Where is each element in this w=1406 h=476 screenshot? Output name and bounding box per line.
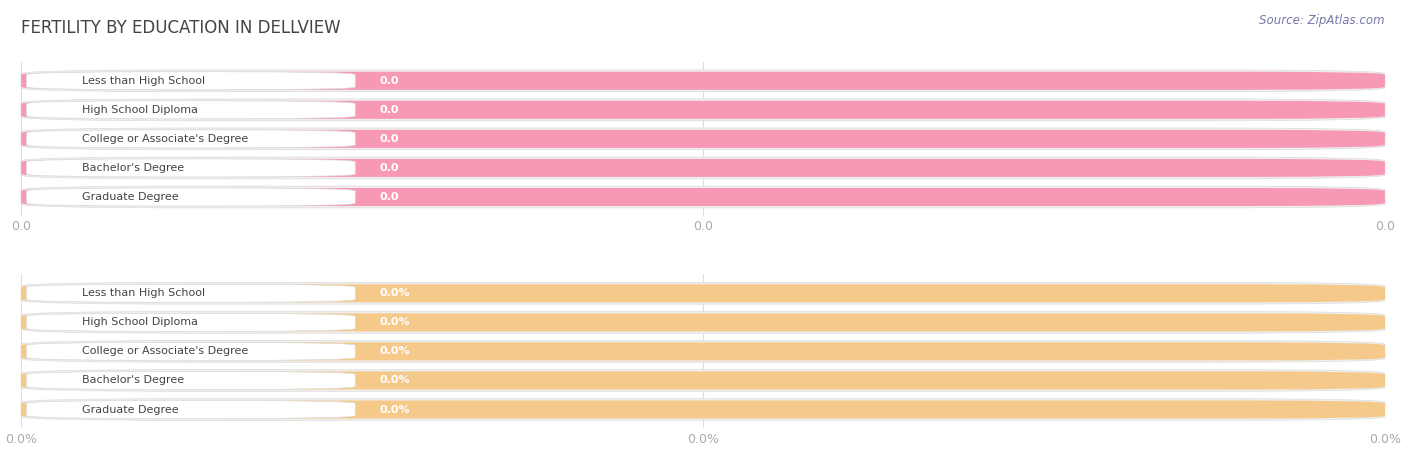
FancyBboxPatch shape bbox=[21, 70, 1385, 92]
Text: Bachelor's Degree: Bachelor's Degree bbox=[82, 376, 184, 386]
Text: 0.0: 0.0 bbox=[380, 192, 399, 202]
Text: Graduate Degree: Graduate Degree bbox=[82, 192, 179, 202]
FancyBboxPatch shape bbox=[21, 128, 1385, 150]
FancyBboxPatch shape bbox=[21, 101, 1385, 119]
FancyBboxPatch shape bbox=[21, 342, 1385, 360]
Text: 0.0: 0.0 bbox=[380, 105, 399, 115]
FancyBboxPatch shape bbox=[21, 313, 1385, 331]
FancyBboxPatch shape bbox=[27, 284, 356, 302]
Text: FERTILITY BY EDUCATION IN DELLVIEW: FERTILITY BY EDUCATION IN DELLVIEW bbox=[21, 19, 340, 37]
FancyBboxPatch shape bbox=[21, 157, 1385, 179]
Text: High School Diploma: High School Diploma bbox=[82, 105, 198, 115]
Text: Less than High School: Less than High School bbox=[82, 76, 205, 86]
FancyBboxPatch shape bbox=[21, 371, 1385, 389]
FancyBboxPatch shape bbox=[21, 400, 1385, 418]
FancyBboxPatch shape bbox=[27, 159, 356, 177]
FancyBboxPatch shape bbox=[27, 400, 356, 418]
FancyBboxPatch shape bbox=[21, 159, 1385, 177]
FancyBboxPatch shape bbox=[27, 188, 356, 206]
FancyBboxPatch shape bbox=[21, 311, 1385, 333]
FancyBboxPatch shape bbox=[21, 284, 1385, 302]
FancyBboxPatch shape bbox=[21, 130, 1385, 148]
Text: Less than High School: Less than High School bbox=[82, 288, 205, 298]
FancyBboxPatch shape bbox=[27, 371, 356, 389]
Text: 0.0: 0.0 bbox=[380, 134, 399, 144]
FancyBboxPatch shape bbox=[21, 282, 1385, 304]
FancyBboxPatch shape bbox=[27, 72, 356, 90]
Text: Source: ZipAtlas.com: Source: ZipAtlas.com bbox=[1260, 14, 1385, 27]
Text: 0.0%: 0.0% bbox=[380, 405, 411, 415]
Text: 0.0: 0.0 bbox=[380, 76, 399, 86]
FancyBboxPatch shape bbox=[21, 186, 1385, 208]
FancyBboxPatch shape bbox=[21, 369, 1385, 391]
Text: 0.0%: 0.0% bbox=[380, 347, 411, 357]
FancyBboxPatch shape bbox=[21, 340, 1385, 362]
FancyBboxPatch shape bbox=[27, 101, 356, 119]
Text: 0.0%: 0.0% bbox=[380, 376, 411, 386]
FancyBboxPatch shape bbox=[21, 72, 1385, 90]
Text: College or Associate's Degree: College or Associate's Degree bbox=[82, 347, 249, 357]
Text: Graduate Degree: Graduate Degree bbox=[82, 405, 179, 415]
Text: 0.0%: 0.0% bbox=[380, 317, 411, 327]
FancyBboxPatch shape bbox=[21, 99, 1385, 121]
FancyBboxPatch shape bbox=[21, 398, 1385, 420]
Text: College or Associate's Degree: College or Associate's Degree bbox=[82, 134, 249, 144]
Text: Bachelor's Degree: Bachelor's Degree bbox=[82, 163, 184, 173]
FancyBboxPatch shape bbox=[27, 342, 356, 360]
Text: 0.0%: 0.0% bbox=[380, 288, 411, 298]
FancyBboxPatch shape bbox=[27, 313, 356, 331]
Text: High School Diploma: High School Diploma bbox=[82, 317, 198, 327]
FancyBboxPatch shape bbox=[21, 188, 1385, 206]
FancyBboxPatch shape bbox=[27, 130, 356, 148]
Text: 0.0: 0.0 bbox=[380, 163, 399, 173]
